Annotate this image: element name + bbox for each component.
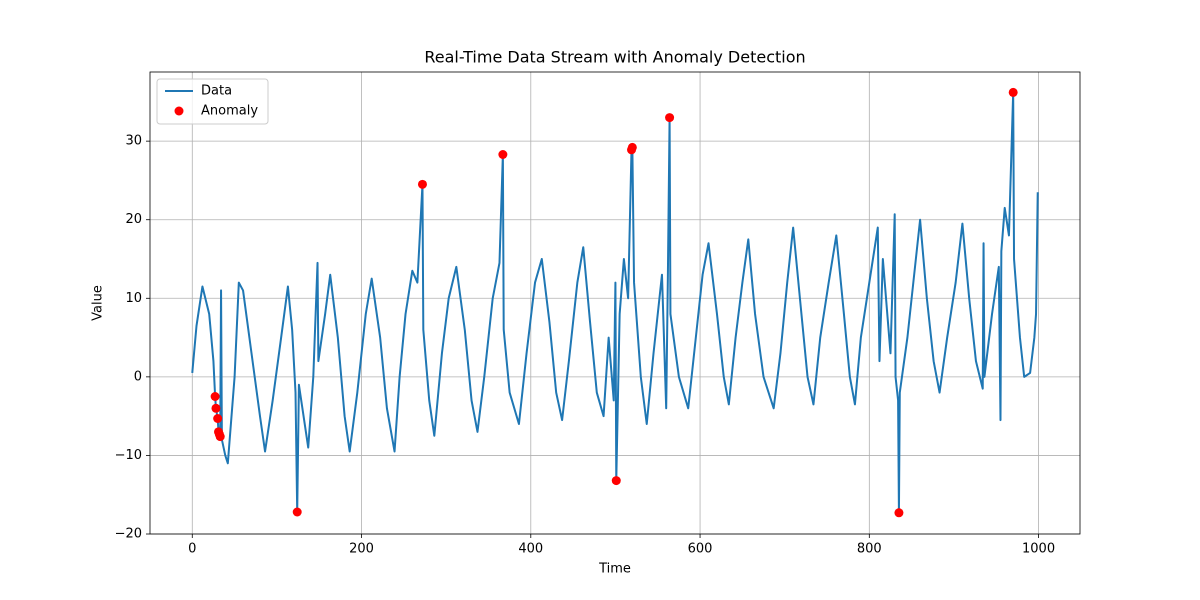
- x-tick-label: 800: [857, 542, 882, 557]
- legend-label: Data: [201, 84, 232, 99]
- plot-area: [191, 87, 1039, 518]
- y-tick-label: 30: [125, 134, 142, 149]
- chart-title: Real-Time Data Stream with Anomaly Detec…: [424, 48, 805, 67]
- y-tick-label: −10: [115, 448, 142, 463]
- y-tick-label: 10: [125, 291, 142, 306]
- legend-label: Anomaly: [201, 104, 258, 119]
- anomaly-point: [417, 179, 427, 189]
- y-tick-label: −20: [115, 527, 142, 542]
- y-tick-label: 0: [134, 369, 142, 384]
- axes-frame: [149, 71, 1081, 535]
- anomaly-point: [1008, 87, 1018, 97]
- legend: Data Anomaly: [156, 78, 269, 125]
- anomaly-point: [215, 432, 225, 442]
- x-tick-label: 600: [688, 542, 713, 557]
- anomaly-point: [611, 476, 621, 486]
- legend-swatch: [174, 106, 184, 116]
- anomaly-point: [210, 392, 220, 401]
- anomaly-point: [292, 507, 302, 517]
- x-tick-label: 1000: [1022, 542, 1055, 557]
- x-axis-label: Time: [598, 562, 631, 577]
- anomaly-point: [627, 142, 637, 152]
- y-tick-label: 20: [125, 212, 142, 227]
- anomaly-point: [211, 403, 221, 413]
- y-axis-label: Value: [91, 285, 106, 321]
- anomaly-point: [894, 508, 904, 518]
- anomaly-point: [498, 150, 508, 159]
- anomaly-point: [665, 113, 675, 123]
- anomaly-point: [213, 414, 223, 423]
- x-tick-label: 200: [349, 542, 374, 557]
- x-tick-label: 400: [518, 542, 543, 557]
- x-tick-label: 0: [188, 542, 196, 557]
